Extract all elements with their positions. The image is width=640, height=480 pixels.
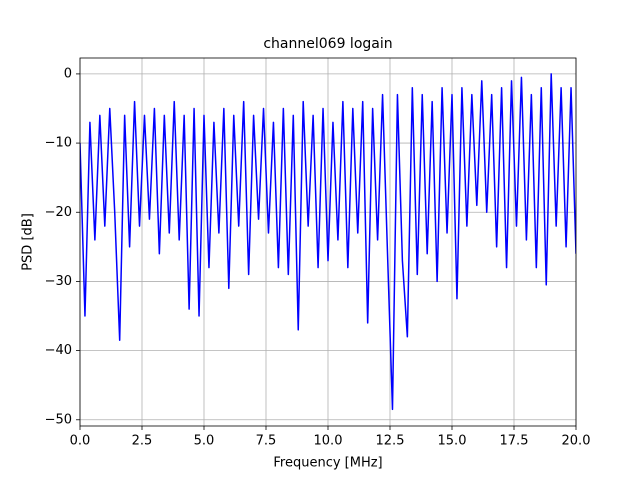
y-tick-label: −30 — [45, 274, 72, 289]
x-tick-label: 17.5 — [500, 434, 529, 449]
x-tick-label: 7.5 — [256, 434, 277, 449]
x-tick-label: 0.0 — [70, 434, 91, 449]
x-tick-label: 20.0 — [562, 434, 591, 449]
x-axis-label: Frequency [MHz] — [273, 456, 382, 471]
y-tick-label: 0 — [64, 66, 72, 81]
x-tick-label: 12.5 — [376, 434, 405, 449]
data-line — [80, 73, 576, 411]
x-tick-label: 10.0 — [314, 434, 343, 449]
y-tick-label: −10 — [45, 136, 72, 151]
y-tick-label: −50 — [45, 412, 72, 427]
x-tick-label: 2.5 — [132, 434, 153, 449]
y-tick-label: −20 — [45, 205, 72, 220]
x-tick-label: 15.0 — [438, 434, 467, 449]
y-axis-label: PSD [dB] — [21, 213, 36, 271]
plot-frame — [79, 57, 577, 427]
chart-title: channel069 logain — [263, 36, 392, 52]
y-tick-label: −40 — [45, 343, 72, 358]
x-tick-label: 5.0 — [194, 434, 215, 449]
